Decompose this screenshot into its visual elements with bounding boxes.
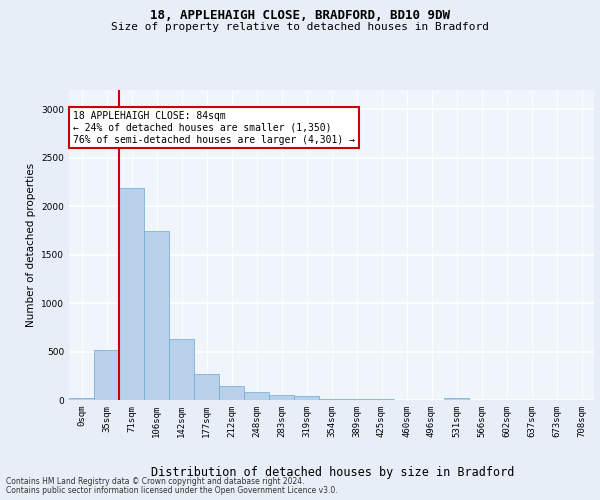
Text: Distribution of detached houses by size in Bradford: Distribution of detached houses by size … <box>151 466 515 479</box>
Bar <box>294 396 319 400</box>
Bar <box>219 386 244 400</box>
Bar <box>144 232 169 400</box>
Bar <box>269 394 294 400</box>
Bar <box>69 398 94 400</box>
Bar <box>119 188 144 400</box>
Text: 18 APPLEHAIGH CLOSE: 84sqm
← 24% of detached houses are smaller (1,350)
76% of s: 18 APPLEHAIGH CLOSE: 84sqm ← 24% of deta… <box>73 112 355 144</box>
Text: 18, APPLEHAIGH CLOSE, BRADFORD, BD10 9DW: 18, APPLEHAIGH CLOSE, BRADFORD, BD10 9DW <box>150 9 450 22</box>
Bar <box>319 398 344 400</box>
Text: Contains HM Land Registry data © Crown copyright and database right 2024.: Contains HM Land Registry data © Crown c… <box>6 477 305 486</box>
Text: Contains public sector information licensed under the Open Government Licence v3: Contains public sector information licen… <box>6 486 338 495</box>
Bar <box>169 339 194 400</box>
Bar <box>344 399 369 400</box>
Text: Size of property relative to detached houses in Bradford: Size of property relative to detached ho… <box>111 22 489 32</box>
Bar <box>94 350 119 400</box>
Y-axis label: Number of detached properties: Number of detached properties <box>26 163 35 327</box>
Bar <box>369 399 394 400</box>
Bar <box>194 374 219 400</box>
Bar <box>444 398 469 400</box>
Bar <box>244 392 269 400</box>
